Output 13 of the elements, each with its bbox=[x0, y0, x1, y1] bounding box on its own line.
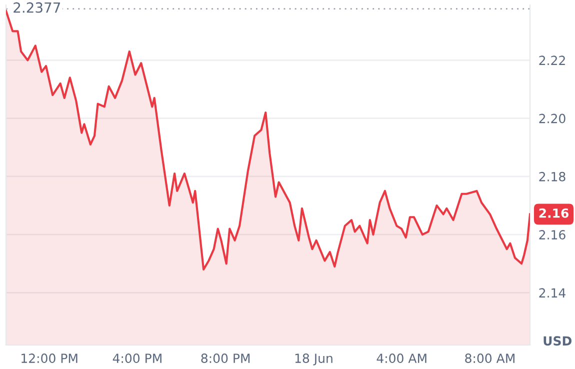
ref-line-label: 2.2377 bbox=[14, 2, 60, 13]
x-tick-label: 8:00 AM bbox=[465, 354, 514, 364]
y-tick-label: 2.18 bbox=[539, 172, 566, 182]
y-tick-label: 2.14 bbox=[539, 288, 566, 298]
y-tick-label: 2.20 bbox=[539, 114, 566, 124]
x-tick-label: 8:00 PM bbox=[201, 354, 250, 364]
y-tick-label: 2.22 bbox=[539, 56, 565, 65]
y-axis-title: USD bbox=[544, 336, 572, 346]
x-tick-label: 18 Jun bbox=[295, 354, 332, 366]
y-tick-label: 2.16 bbox=[539, 230, 566, 240]
x-tick-label: 12:00 PM bbox=[22, 354, 78, 364]
x-tick-label: 4:00 PM bbox=[112, 354, 162, 364]
x-tick-label: 4:00 AM bbox=[376, 354, 426, 364]
